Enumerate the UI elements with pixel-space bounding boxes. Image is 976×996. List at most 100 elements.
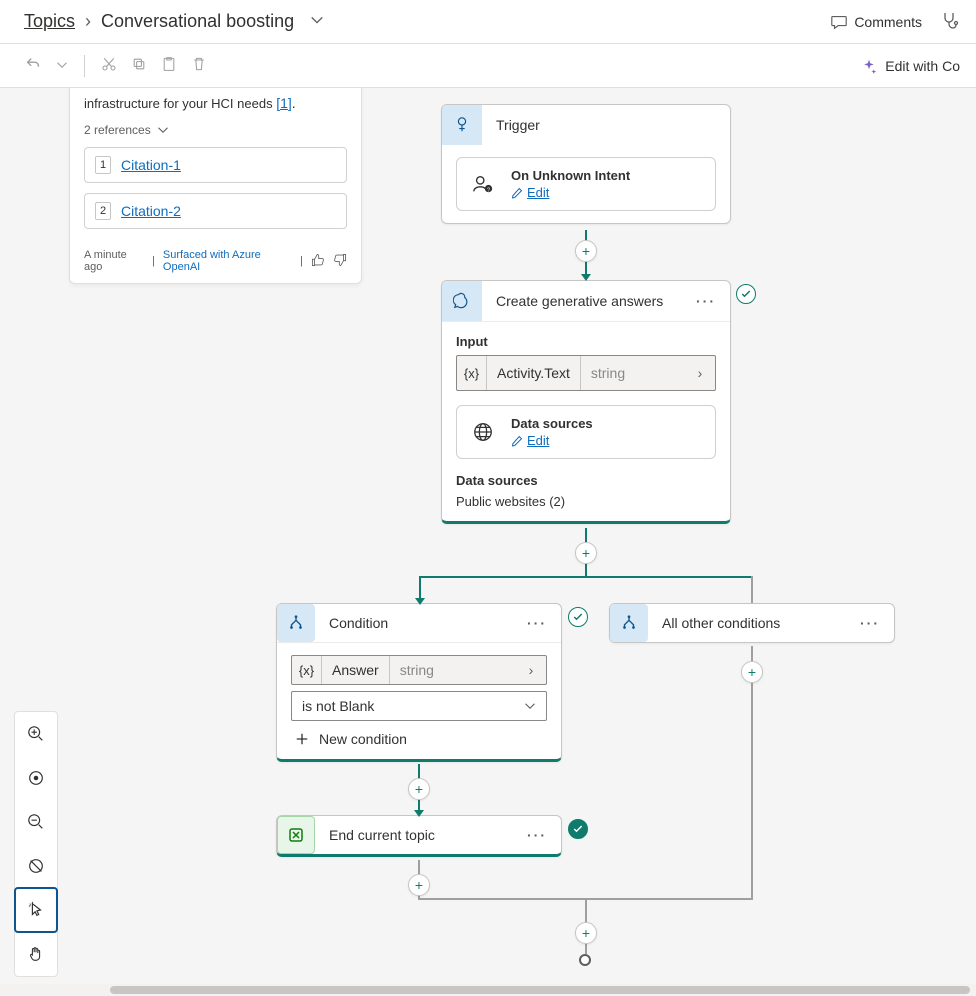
scrollbar-thumb[interactable] <box>110 986 970 994</box>
data-sources-card[interactable]: Data sources Edit <box>456 405 716 459</box>
cut-button[interactable] <box>101 56 117 75</box>
node-title: Condition <box>329 615 388 631</box>
authoring-canvas[interactable]: infrastructure for your HCI needs [1]. 2… <box>0 88 976 996</box>
thumbs-down-button[interactable] <box>333 253 347 270</box>
zoom-controls <box>14 711 58 977</box>
operator-value: is not Blank <box>302 698 374 714</box>
breadcrumb: Topics › Conversational boosting <box>24 11 324 32</box>
citation-ref-marker[interactable]: [1] <box>276 95 292 111</box>
topbar-actions: Comments <box>830 10 960 33</box>
citation-timestamp: A minute ago <box>84 249 144 273</box>
chevron-right-icon: › <box>85 11 91 32</box>
trigger-icon <box>442 105 482 145</box>
input-variable-selector[interactable]: {x} Activity.Text string › <box>456 355 716 391</box>
undo-dropdown[interactable] <box>56 58 68 74</box>
data-sources-section-label: Data sources <box>456 473 716 488</box>
citation-item-2[interactable]: 2 Citation-2 <box>84 193 347 229</box>
node-more-button[interactable]: ··· <box>696 293 716 309</box>
new-condition-button[interactable]: New condition <box>291 721 547 747</box>
variable-name: Activity.Text <box>487 365 580 381</box>
breadcrumb-current: Conversational boosting <box>101 11 294 32</box>
pencil-icon <box>511 435 523 447</box>
breadcrumb-root-link[interactable]: Topics <box>24 11 75 32</box>
pan-tool-button[interactable] <box>15 932 57 976</box>
add-node-button[interactable]: + <box>408 778 430 800</box>
citation-item-1[interactable]: 1 Citation-1 <box>84 147 347 183</box>
node-title: All other conditions <box>662 615 780 631</box>
citation-link[interactable]: Citation-1 <box>121 157 181 173</box>
chevron-right-icon: › <box>516 662 546 678</box>
end-topic-node[interactable]: End current topic ··· <box>276 815 562 857</box>
add-node-button[interactable]: + <box>575 922 597 944</box>
condition-variable-selector[interactable]: {x} Answer string › <box>291 655 547 685</box>
citation-panel: infrastructure for your HCI needs [1]. 2… <box>69 88 362 284</box>
chevron-down-icon <box>524 700 536 712</box>
node-more-button[interactable]: ··· <box>527 615 547 631</box>
condition-node[interactable]: Condition ··· {x} Answer string › is not… <box>276 603 562 762</box>
horizontal-scrollbar[interactable] <box>0 984 976 996</box>
add-node-button[interactable]: + <box>575 240 597 262</box>
paste-button[interactable] <box>161 56 177 75</box>
zoom-reset-button[interactable] <box>15 844 57 888</box>
comments-label: Comments <box>854 14 922 30</box>
variable-icon: {x} <box>457 356 487 390</box>
pencil-icon <box>511 187 523 199</box>
trigger-sub-card[interactable]: ? On Unknown Intent Edit <box>456 157 716 211</box>
citation-number: 1 <box>95 156 111 174</box>
node-title: Trigger <box>496 117 540 133</box>
data-sources-value: Public websites (2) <box>456 494 716 509</box>
node-more-button[interactable]: ··· <box>527 827 547 843</box>
chevron-right-icon: › <box>685 365 715 381</box>
node-title: Create generative answers <box>496 293 663 309</box>
zoom-in-button[interactable] <box>15 712 57 756</box>
zoom-out-button[interactable] <box>15 800 57 844</box>
condition-icon <box>277 604 315 642</box>
new-condition-label: New condition <box>319 731 407 747</box>
add-node-button[interactable]: + <box>741 661 763 683</box>
edit-trigger-link[interactable]: Edit <box>511 185 630 200</box>
toolbar-divider <box>84 55 85 77</box>
citation-link[interactable]: Citation-2 <box>121 203 181 219</box>
globe-icon <box>469 421 497 443</box>
edit-with-copilot-button[interactable]: Edit with Co <box>861 58 960 74</box>
topic-checker-icon[interactable] <box>940 10 960 33</box>
edit-with-label: Edit with Co <box>885 58 960 74</box>
edit-data-sources-link[interactable]: Edit <box>511 433 593 448</box>
citation-footer: A minute ago | Surfaced with Azure OpenA… <box>70 239 361 283</box>
chevron-down-icon <box>157 124 169 136</box>
undo-button[interactable] <box>24 55 42 76</box>
all-other-conditions-node[interactable]: All other conditions ··· <box>609 603 895 643</box>
generative-answers-node[interactable]: Create generative answers ··· Input {x} … <box>441 280 731 524</box>
citation-number: 2 <box>95 202 111 220</box>
flow-end-marker <box>579 954 591 966</box>
sparkle-icon <box>861 58 877 74</box>
citation-source-link[interactable]: Surfaced with Azure OpenAI <box>163 249 292 273</box>
references-toggle[interactable]: 2 references <box>84 123 347 137</box>
svg-text:?: ? <box>487 187 490 193</box>
copy-button[interactable] <box>131 56 147 75</box>
add-node-button[interactable]: + <box>408 874 430 896</box>
breadcrumb-dropdown[interactable] <box>310 11 324 32</box>
node-title: End current topic <box>329 827 435 843</box>
add-node-button[interactable]: + <box>575 542 597 564</box>
references-count-label: 2 references <box>84 123 151 137</box>
comments-button[interactable]: Comments <box>830 13 922 31</box>
end-topic-icon <box>277 816 315 854</box>
status-success-badge <box>568 819 588 839</box>
condition-operator-select[interactable]: is not Blank <box>291 691 547 721</box>
trigger-node[interactable]: Trigger ? On Unknown Intent Edit <box>441 104 731 224</box>
data-sources-title: Data sources <box>511 416 593 431</box>
trigger-type-label: On Unknown Intent <box>511 168 630 183</box>
zoom-fit-button[interactable] <box>15 756 57 800</box>
select-tool-button[interactable] <box>16 889 56 931</box>
variable-type: string <box>389 656 444 684</box>
node-more-button[interactable]: ··· <box>860 615 880 631</box>
top-bar: Topics › Conversational boosting Comment… <box>0 0 976 44</box>
variable-type: string <box>580 356 635 390</box>
thumbs-up-button[interactable] <box>311 253 325 270</box>
plus-icon <box>295 732 309 746</box>
delete-button[interactable] <box>191 56 207 75</box>
generative-icon <box>442 281 482 321</box>
variable-name: Answer <box>322 662 389 678</box>
condition-icon <box>610 604 648 642</box>
